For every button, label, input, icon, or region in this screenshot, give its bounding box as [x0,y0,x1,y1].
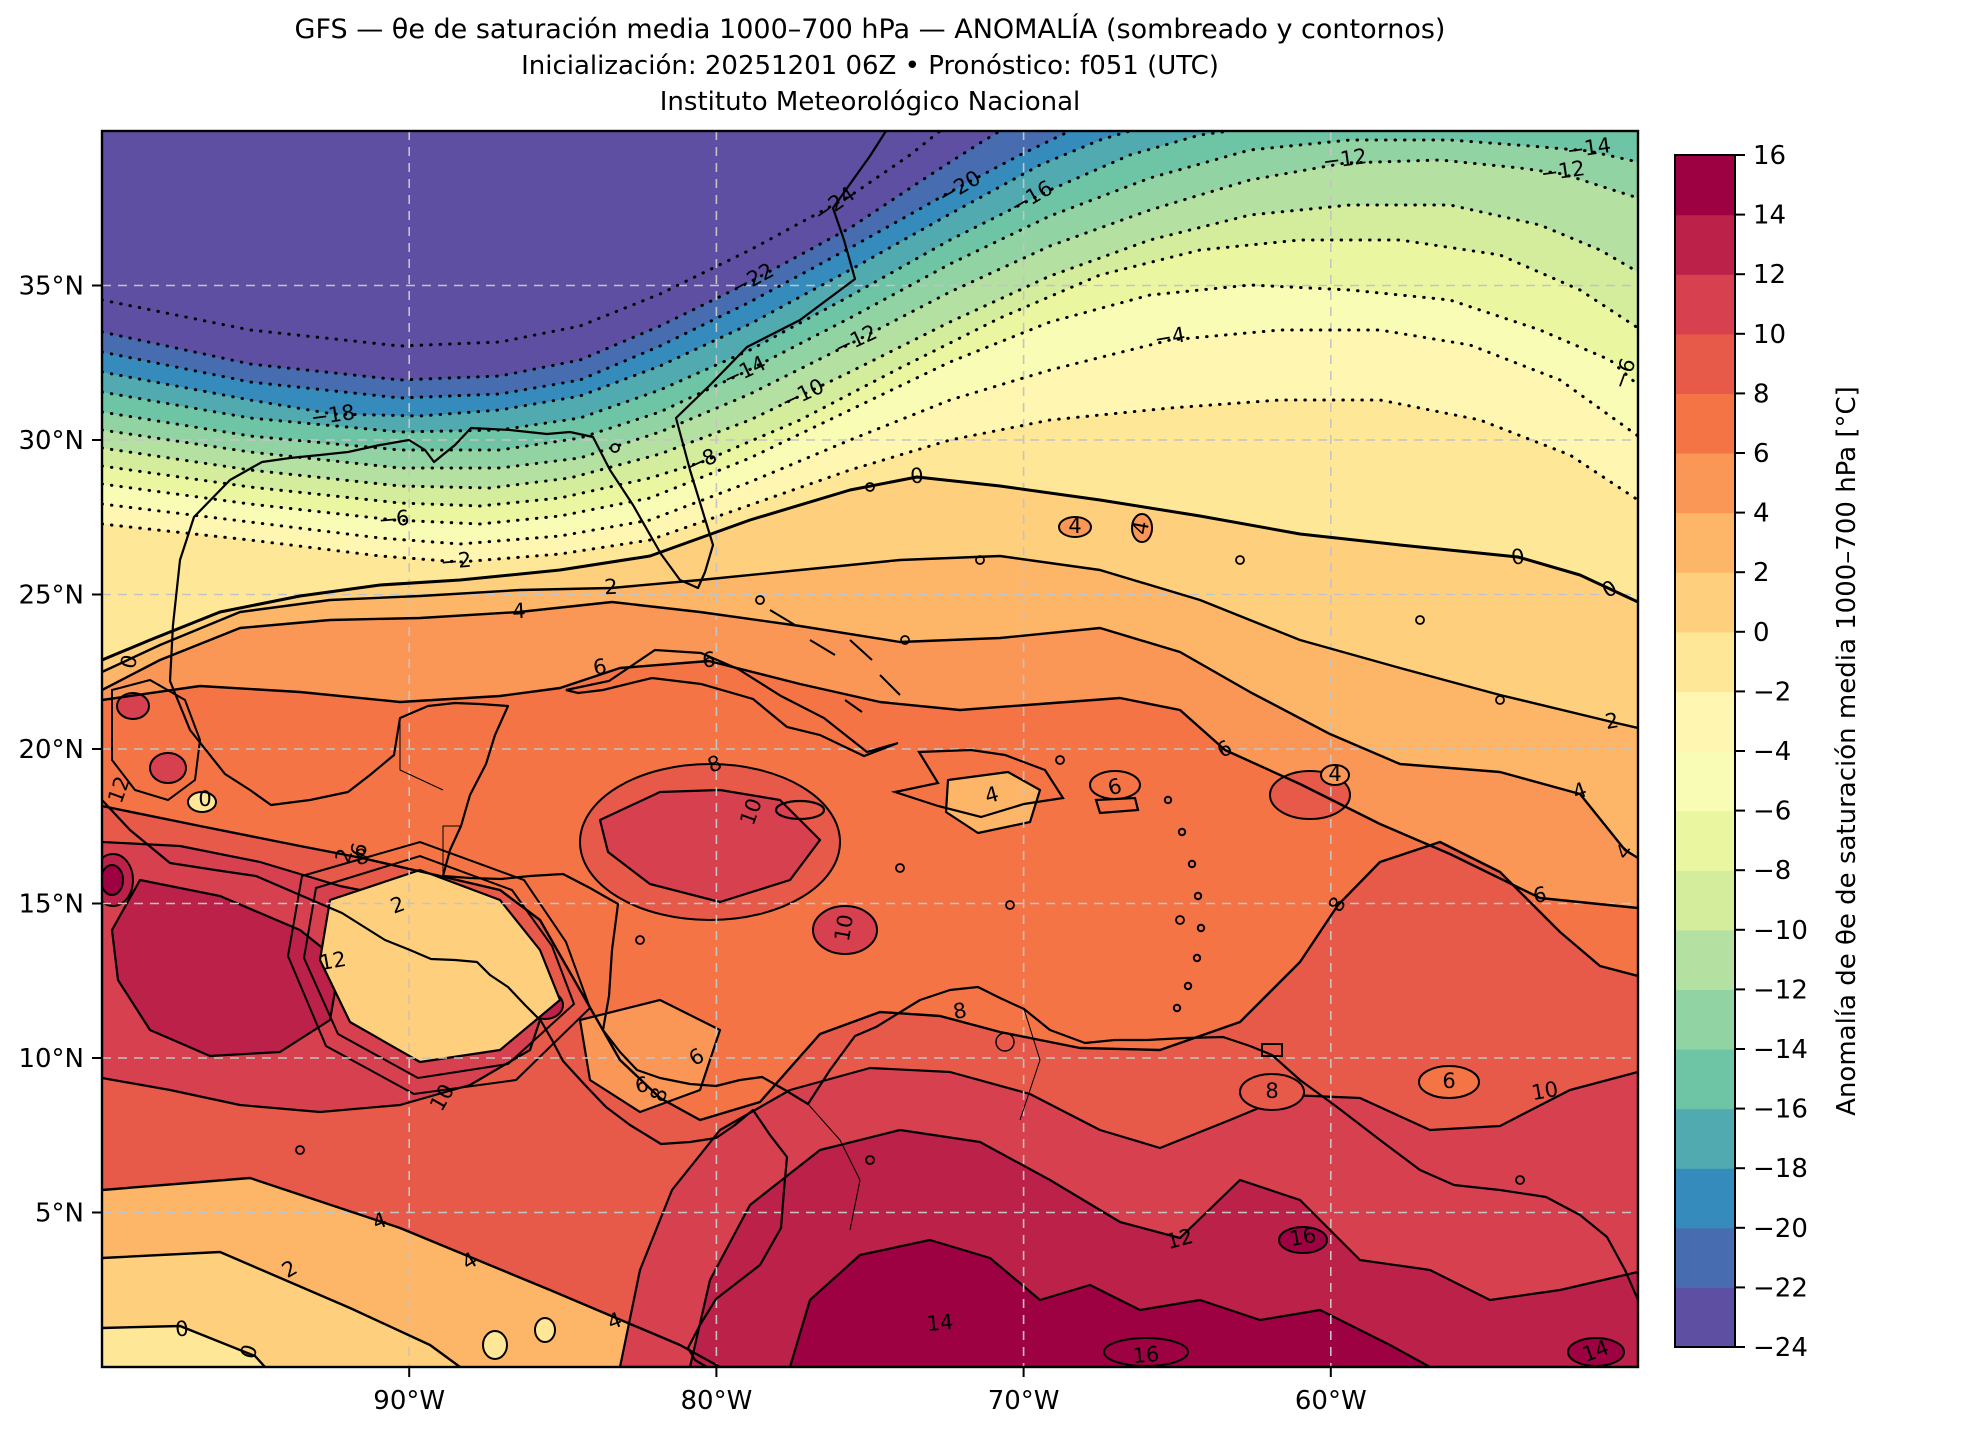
colorbar-tick-label: −8 [1753,856,1791,886]
y-tick-label: 30°N [18,426,84,456]
colorbar-tick-label: 2 [1753,558,1770,588]
contour-label: 6 [633,1072,650,1098]
contour-label: 8 [951,998,968,1024]
contour-label: 14 [926,1310,955,1336]
x-tick-label: 80°W [681,1386,753,1416]
colorbar-tick-label: −22 [1753,1273,1808,1303]
colorbar-segment [1675,691,1735,752]
y-tick-label: 15°N [18,890,84,920]
contour-label: −6 [377,506,410,533]
y-tick-label: 5°N [35,1199,84,1229]
colorbar: 16 14 12 10 8 6 4 2 0 −2 −4 −6 −8 −10 −12 −14 −16 −18 −20 −… [1674,141,1862,1363]
contour-label: 6 [701,647,716,672]
colorbar-title: Anomalía de θe de saturación media 1000–… [1832,386,1862,1116]
colorbar-segment [1675,870,1735,931]
colorbar-tick-label: 16 [1753,141,1786,171]
figure-titles: GFS — θe de saturación media 1000–700 hP… [102,14,1638,118]
x-tick-label: 90°W [373,1386,445,1416]
y-tick-label: 25°N [18,581,84,611]
contour-label: 16 [1288,1223,1318,1251]
chart-title: GFS — θe de saturación media 1000–700 hP… [294,14,1446,45]
colorbar-segment [1675,929,1735,990]
colorbar-tick-label: −24 [1753,1333,1808,1363]
contour-label: 4 [1128,519,1154,536]
colorbar-segment [1675,512,1735,573]
colorbar-tick-label: −18 [1753,1154,1808,1184]
colorbar-tick-label: 14 [1753,201,1786,231]
colorbar-tick-label: −2 [1753,677,1791,707]
contour-label: 6 [591,654,608,680]
contour-label: 8 [352,844,371,871]
contour-lines [102,131,1638,1367]
contour-label: 4 [1328,762,1341,786]
contour-label: −4 [1152,323,1187,352]
contour-label: −2 [439,548,472,575]
chart-subtitle-init-forecast: Inicialización: 20251201 06Z • Pronóstic… [521,50,1219,81]
contour-label: 0 [909,463,924,488]
colorbar-segment [1675,453,1735,514]
colorbar-segment [1675,155,1735,216]
colorbar-tick-label: −4 [1753,737,1791,767]
x-tick-label: 60°W [1295,1386,1367,1416]
colorbar-tick-label: 6 [1753,439,1770,469]
contour-label: 6 [1532,882,1549,908]
contour-label: 8 [1265,1079,1278,1103]
colorbar-tick-label: −6 [1753,797,1791,827]
contour-label: 4 [982,782,1001,809]
y-tick-label: 20°N [18,735,84,765]
y-tick-label: 35°N [18,272,84,302]
colorbar-tick-label: 10 [1753,320,1786,350]
coastlines [102,131,1638,1367]
contour-label: 10 [830,913,858,943]
colorbar-segment [1675,274,1735,335]
contour-label: 0 [198,787,211,811]
colorbar-segment [1675,989,1735,1050]
colorbar-tick-label: −16 [1753,1095,1808,1125]
colorbar-segment [1675,1168,1735,1229]
colorbar-segment [1675,1227,1735,1288]
contour-label: 10 [1530,1077,1560,1105]
colorbar-tick-label: −12 [1753,975,1808,1005]
colorbar-segment [1675,810,1735,871]
contour-label: 0 [1510,544,1527,570]
colorbar-segment [1675,214,1735,275]
colorbar-segment [1675,1049,1735,1110]
contour-label: 4 [512,599,527,624]
colorbar-segment [1675,572,1735,633]
colorbar-tick-label: −10 [1753,916,1808,946]
colorbar-tick-label: 12 [1753,260,1786,290]
contour-label: 16 [1132,1342,1161,1368]
x-tick-label: 70°W [988,1386,1060,1416]
colorbar-segment [1675,631,1735,692]
colorbar-tick-label: 0 [1753,618,1770,648]
axes: 90°W 80°W 70°W 60°W 5°N 10°N 15°N 20°N 25°N 30°N 3… [18,129,1640,1416]
contour-label: 2 [1603,708,1620,734]
colorbar-segment [1675,1287,1735,1348]
chart-institution: Instituto Meteorológico Nacional [659,86,1081,117]
contour-label: 6 [1442,1069,1455,1093]
y-tick-label: 10°N [18,1044,84,1074]
colorbar-tick-label: −14 [1753,1035,1808,1065]
contour-label: 6 [346,840,373,859]
contour-label: 6 [1105,774,1124,801]
colorbar-segment [1675,333,1735,394]
colorbar-segment [1675,393,1735,454]
colorbar-tick-label: 8 [1753,379,1770,409]
colorbar-segment [1675,1108,1735,1169]
colorbar-segment [1675,751,1735,812]
contour-label: 2 [604,575,619,600]
colorbar-tick-label: 4 [1753,499,1770,529]
contour-label: 0 [174,1316,189,1341]
contour-label: 0 [116,652,143,671]
contour-label: 12 [318,947,348,975]
colorbar-tick-label: −20 [1753,1214,1808,1244]
contour-label: 4 [1068,514,1081,538]
graticule [102,131,1638,1367]
